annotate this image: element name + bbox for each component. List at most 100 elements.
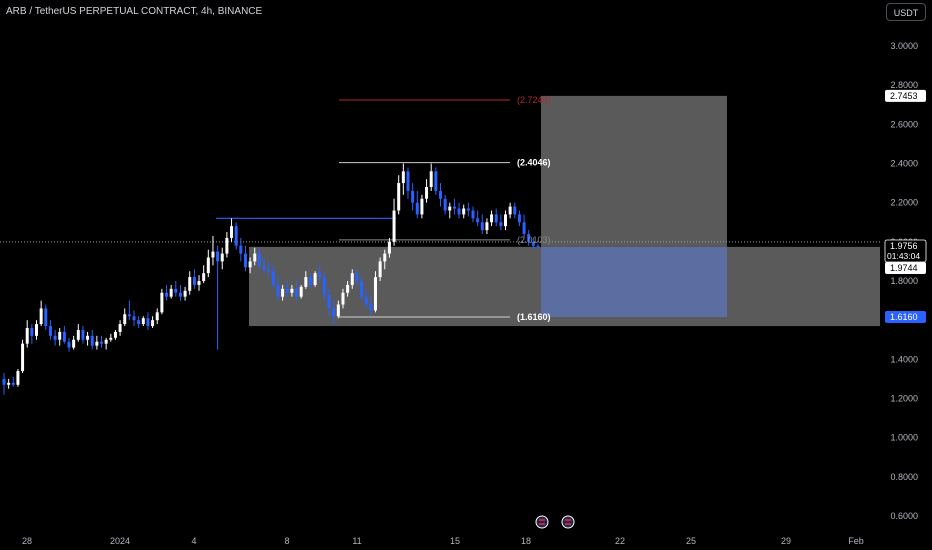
candle-body bbox=[243, 253, 247, 268]
candle-body bbox=[95, 341, 99, 346]
candle-body bbox=[202, 273, 206, 281]
us-flag-icon-2-stripe bbox=[565, 519, 571, 521]
candle-body bbox=[392, 210, 396, 242]
candle-body bbox=[425, 187, 429, 199]
us-flag-icon[interactable] bbox=[535, 515, 549, 529]
candle-body bbox=[174, 288, 178, 293]
candle-body bbox=[16, 371, 20, 385]
candle-body bbox=[30, 328, 34, 336]
candle-body bbox=[100, 341, 104, 344]
candle-body bbox=[206, 257, 210, 274]
candle-body bbox=[471, 210, 475, 219]
candle-body bbox=[25, 328, 29, 344]
candle-body bbox=[355, 273, 359, 281]
candle-body bbox=[234, 226, 238, 246]
candle-body bbox=[267, 269, 271, 272]
candle-body bbox=[76, 329, 80, 340]
candle-body bbox=[137, 320, 141, 325]
candle-body bbox=[178, 292, 182, 297]
candle-body bbox=[517, 214, 521, 223]
x-tick-label: Feb bbox=[848, 536, 864, 546]
candle-body bbox=[443, 198, 447, 211]
candle-body bbox=[257, 253, 261, 266]
candle-body bbox=[127, 314, 131, 317]
candle-body bbox=[499, 222, 503, 227]
candle-body bbox=[285, 288, 289, 293]
time-axis: 28 2024 4 8 11 15 18 22 25 29 Feb bbox=[22, 536, 864, 546]
candle-body bbox=[313, 273, 317, 285]
annotation-labels: (2.7240) (2.4046) (2.0103) (1.6160) bbox=[517, 95, 551, 322]
candle-body bbox=[155, 312, 159, 321]
candle-body bbox=[438, 190, 442, 199]
candle-body bbox=[81, 329, 85, 340]
x-tick-label: 18 bbox=[521, 536, 531, 546]
x-tick-label: 8 bbox=[284, 536, 289, 546]
candle-body bbox=[420, 198, 424, 215]
candle-body bbox=[271, 271, 275, 285]
currency-button[interactable]: USDT bbox=[886, 3, 926, 21]
candle-body bbox=[411, 190, 415, 203]
candle-body bbox=[53, 335, 57, 340]
candle-body bbox=[165, 292, 169, 297]
price-axis: 3.00002.80002.60002.40002.20002.00001.80… bbox=[890, 41, 918, 521]
y-tick-label: 2.8000 bbox=[890, 80, 918, 90]
x-tick-label: 2024 bbox=[110, 536, 130, 546]
candle-body bbox=[72, 339, 76, 348]
candle-body bbox=[118, 324, 122, 332]
candle-body bbox=[522, 222, 526, 234]
y-tick-label: 1.4000 bbox=[890, 354, 918, 364]
y-tick-label: 1.2000 bbox=[890, 394, 918, 404]
candle-body bbox=[197, 281, 201, 285]
x-tick-label: 25 bbox=[686, 536, 696, 546]
candle-body bbox=[364, 296, 368, 305]
drawing-lines bbox=[0, 99, 880, 318]
candle-body bbox=[276, 284, 280, 297]
candle-body bbox=[406, 171, 410, 191]
candle-body bbox=[360, 281, 364, 297]
candle-body bbox=[304, 277, 308, 287]
candle-body bbox=[318, 273, 322, 278]
candle-body bbox=[146, 318, 150, 327]
candle-body bbox=[536, 245, 540, 247]
candle-body bbox=[466, 208, 470, 211]
candle-body bbox=[397, 183, 401, 211]
candle-body bbox=[531, 241, 535, 246]
candle-body bbox=[211, 251, 215, 258]
candle-body bbox=[123, 314, 127, 325]
candle-body bbox=[327, 294, 331, 309]
candle-body bbox=[378, 261, 382, 278]
candle-body bbox=[462, 208, 466, 215]
candle-body bbox=[508, 206, 512, 215]
candle-body bbox=[230, 226, 234, 238]
candle-body bbox=[188, 277, 192, 291]
profit-zone-upper[interactable] bbox=[541, 95, 727, 247]
top-price-badge-bg bbox=[885, 89, 926, 102]
candle-body bbox=[299, 286, 303, 297]
symbol-title[interactable]: ARB / TetherUS PERPETUAL CONTRACT, 4h, B… bbox=[6, 6, 263, 17]
entry-price-badge: 1.9744 bbox=[890, 263, 918, 273]
candle-body bbox=[109, 337, 113, 340]
mid-label: (2.0103) bbox=[517, 235, 551, 245]
target-label: (2.7240) bbox=[517, 95, 551, 105]
candle-body bbox=[48, 326, 52, 336]
candle-body bbox=[429, 171, 433, 187]
candle-body bbox=[104, 339, 108, 344]
candle-body bbox=[369, 304, 373, 311]
candle-body bbox=[350, 273, 354, 285]
candle-body bbox=[290, 288, 294, 293]
countdown-badge: 01:43:04 bbox=[887, 251, 920, 261]
candle-body bbox=[44, 308, 48, 327]
candle-body bbox=[2, 378, 6, 385]
candle-body bbox=[494, 214, 498, 223]
candle-body bbox=[253, 253, 257, 262]
us-flag-icon-2[interactable] bbox=[561, 515, 575, 529]
candle-body bbox=[160, 292, 164, 313]
candle-body bbox=[415, 202, 419, 215]
y-tick-label: 1.0000 bbox=[890, 433, 918, 443]
profit-zone-lower[interactable] bbox=[541, 246, 727, 318]
candle-body bbox=[220, 253, 224, 262]
candle-body bbox=[248, 261, 252, 268]
